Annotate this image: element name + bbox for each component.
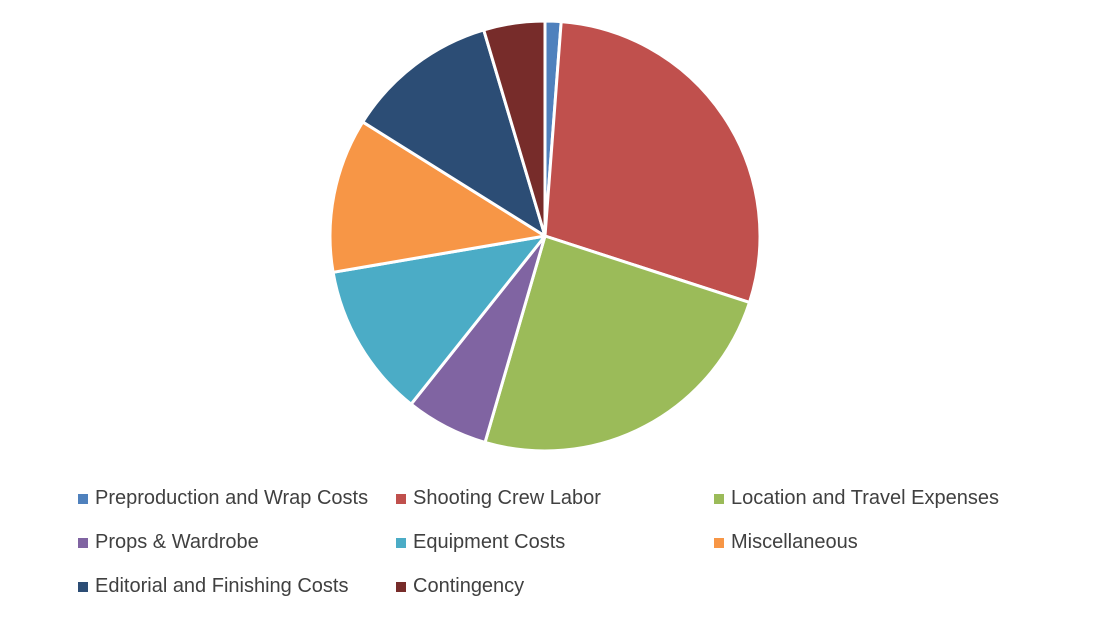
legend-item: Props & Wardrobe [78,528,396,557]
pie-slice-6 [361,28,547,238]
pie-slice-1 [543,20,762,304]
legend-swatch [396,537,406,548]
legend-item: Location and Travel Expenses [714,484,1034,513]
legend-label: Shooting Crew Labor [413,487,601,509]
pie-slices [328,19,762,453]
legend-item: Equipment Costs [396,528,714,557]
legend-item: Miscellaneous [714,528,1034,557]
legend-item: Shooting Crew Labor [396,484,714,513]
legend-label: Location and Travel Expenses [731,487,999,509]
pie-chart [328,19,762,453]
legend-swatch [396,493,406,504]
legend-swatch [714,493,724,504]
legend-swatch [78,493,88,504]
legend-swatch [714,537,724,548]
legend-item: Editorial and Finishing Costs [78,572,396,601]
legend-item: Preproduction and Wrap Costs [78,484,396,513]
legend-swatch [78,581,88,592]
legend-label: Contingency [413,575,525,597]
legend-swatch [78,537,88,548]
pie-slice-2 [483,234,751,453]
pie-slice-7 [482,19,547,238]
legend-item: Contingency [396,572,714,601]
legend-swatch [396,581,406,592]
pie-slice-4 [331,234,547,406]
legend-label: Miscellaneous [731,531,858,553]
pie-slice-5 [328,120,547,274]
legend: Preproduction and Wrap Costs Shooting Cre… [78,484,1038,601]
legend-label: Preproduction and Wrap Costs [95,487,369,509]
legend-label: Equipment Costs [413,531,566,553]
legend-label: Editorial and Finishing Costs [95,575,349,597]
legend-label: Props & Wardrobe [95,531,259,553]
